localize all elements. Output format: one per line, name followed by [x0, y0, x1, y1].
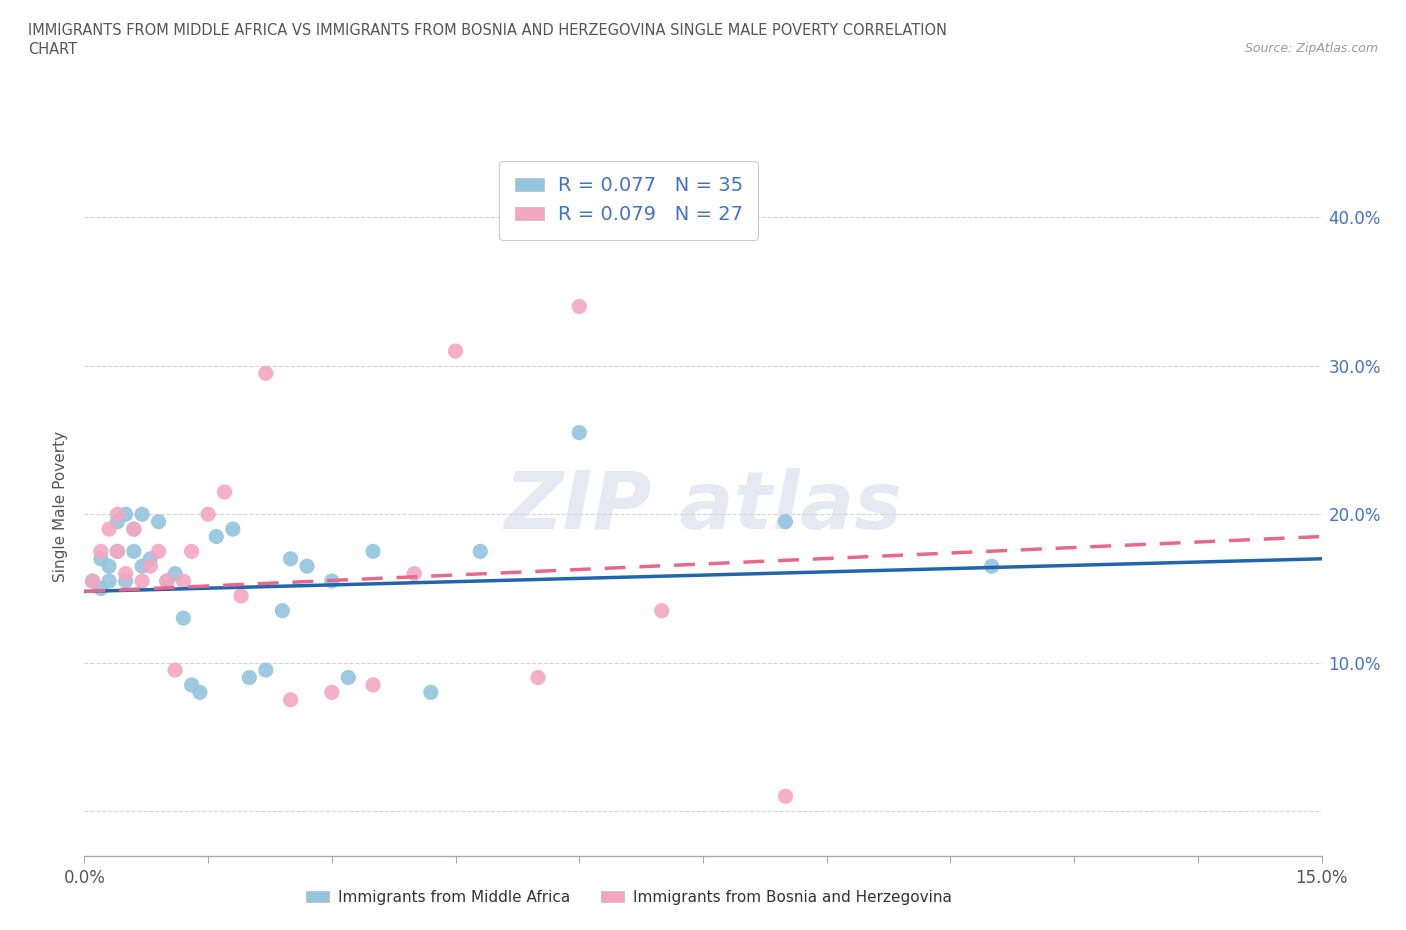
Point: [775, 789, 797, 804]
Point: [214, 485, 236, 499]
Point: [775, 514, 797, 529]
Point: [90, 544, 112, 559]
Point: [568, 425, 591, 440]
Point: [82, 574, 104, 589]
Point: [172, 611, 194, 626]
Point: [419, 684, 441, 699]
Point: [568, 299, 591, 314]
Text: Source: ZipAtlas.com: Source: ZipAtlas.com: [1244, 42, 1378, 55]
Point: [131, 507, 153, 522]
Point: [90, 581, 112, 596]
Point: [156, 574, 179, 589]
Point: [361, 677, 384, 692]
Point: [139, 559, 162, 574]
Point: [280, 551, 302, 566]
Point: [82, 574, 104, 589]
Text: ZIP atlas: ZIP atlas: [503, 468, 903, 546]
Text: IMMIGRANTS FROM MIDDLE AFRICA VS IMMIGRANTS FROM BOSNIA AND HERZEGOVINA SINGLE M: IMMIGRANTS FROM MIDDLE AFRICA VS IMMIGRA…: [28, 23, 948, 38]
Point: [238, 671, 260, 685]
Point: [295, 559, 318, 574]
Point: [188, 684, 211, 699]
Point: [105, 514, 128, 529]
Point: [205, 529, 228, 544]
Point: [139, 551, 162, 566]
Point: [148, 544, 170, 559]
Point: [280, 692, 302, 707]
Point: [444, 343, 467, 358]
Point: [165, 566, 187, 581]
Point: [114, 574, 136, 589]
Point: [651, 604, 673, 618]
Point: [105, 544, 128, 559]
Point: [114, 507, 136, 522]
Point: [527, 671, 550, 685]
Point: [229, 589, 252, 604]
Point: [114, 566, 136, 581]
Point: [98, 522, 121, 537]
Point: [165, 663, 187, 678]
Point: [254, 365, 277, 380]
Point: [337, 671, 360, 685]
Point: [98, 574, 121, 589]
Point: [180, 677, 202, 692]
Point: [222, 522, 245, 537]
Point: [122, 522, 145, 537]
Point: [180, 544, 202, 559]
Y-axis label: Single Male Poverty: Single Male Poverty: [53, 432, 69, 582]
Point: [98, 559, 121, 574]
Point: [271, 604, 294, 618]
Point: [131, 559, 153, 574]
Point: [122, 522, 145, 537]
Point: [148, 514, 170, 529]
Point: [980, 559, 1002, 574]
Point: [105, 507, 128, 522]
Text: CHART: CHART: [28, 42, 77, 57]
Point: [105, 544, 128, 559]
Point: [122, 544, 145, 559]
Point: [404, 566, 426, 581]
Point: [172, 574, 194, 589]
Point: [254, 663, 277, 678]
Point: [361, 544, 384, 559]
Point: [321, 574, 343, 589]
Legend: Immigrants from Middle Africa, Immigrants from Bosnia and Herzegovina: Immigrants from Middle Africa, Immigrant…: [299, 884, 957, 910]
Point: [470, 544, 492, 559]
Point: [197, 507, 219, 522]
Point: [90, 551, 112, 566]
Point: [156, 574, 179, 589]
Point: [131, 574, 153, 589]
Point: [321, 684, 343, 699]
